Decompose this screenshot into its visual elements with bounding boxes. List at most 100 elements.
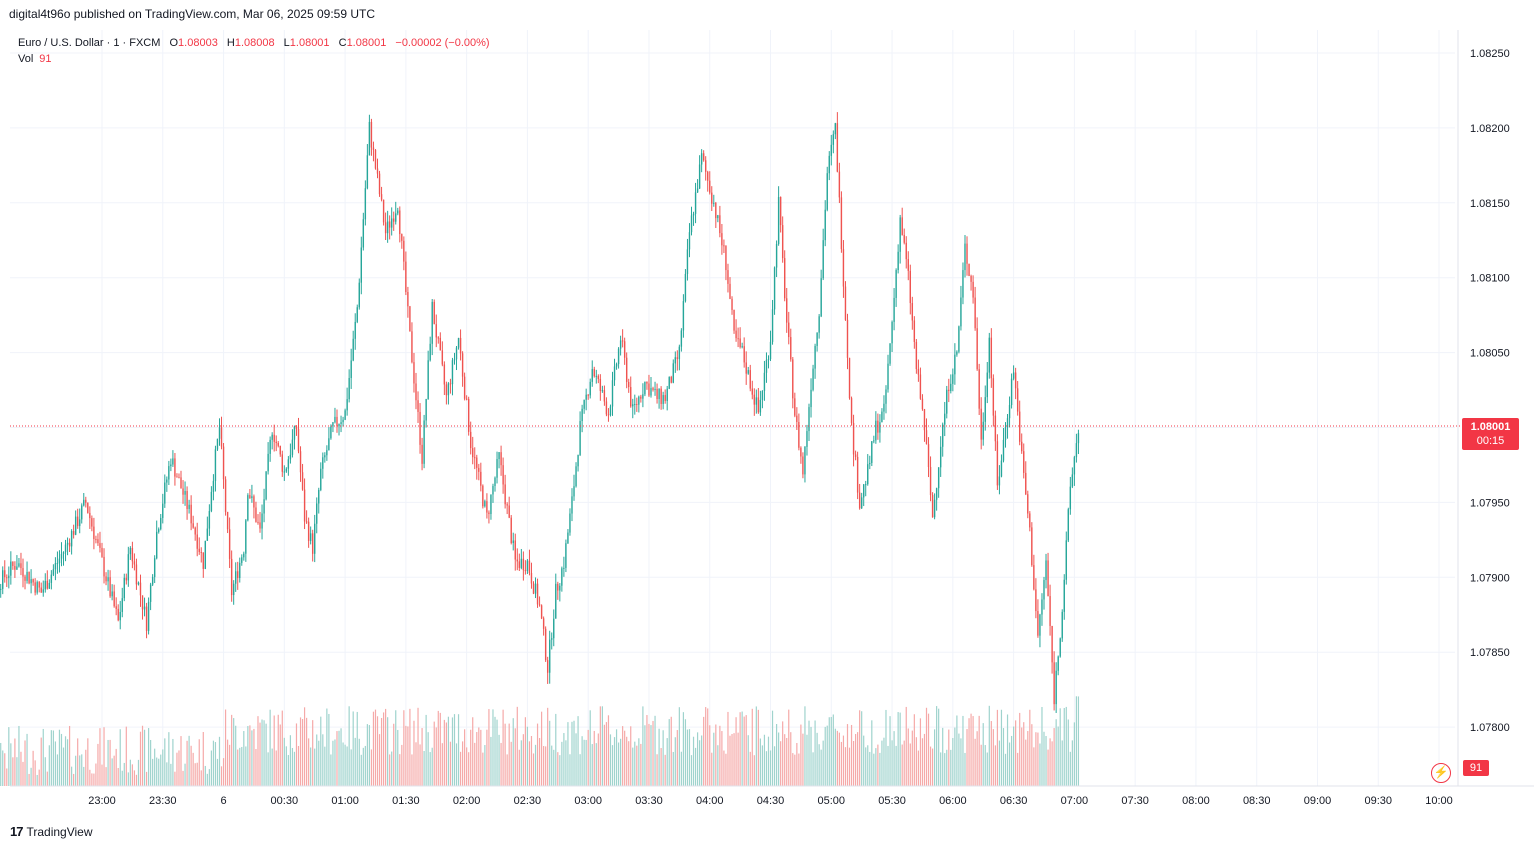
candle-body — [407, 292, 409, 307]
candle-body — [295, 426, 298, 429]
candle-body — [990, 337, 993, 379]
volume-bar — [786, 737, 788, 786]
volume-bar — [356, 711, 358, 786]
candle-body — [196, 534, 198, 549]
candle-body — [168, 466, 170, 480]
candle-body — [1057, 656, 1059, 671]
candle-body — [180, 477, 182, 489]
candle-body — [751, 388, 753, 395]
x-tick-label: 02:30 — [514, 795, 542, 807]
volume-bar — [478, 727, 480, 786]
lightning-icon[interactable]: ⚡ — [1431, 763, 1451, 783]
candle-body — [589, 381, 591, 396]
volume-bar — [490, 736, 492, 786]
volume-bar — [139, 731, 142, 786]
footer-brand[interactable]: 17 TradingView — [10, 824, 93, 839]
candle-body — [1025, 472, 1027, 495]
candle-body — [76, 516, 79, 527]
candle-body — [1023, 451, 1025, 473]
volume-bar — [968, 718, 970, 786]
volume-bar — [1065, 706, 1067, 786]
x-tick-label: 08:00 — [1182, 795, 1210, 807]
volume-bar — [1006, 714, 1009, 786]
candle-body — [70, 531, 73, 547]
candle-body — [388, 221, 391, 228]
candle-body — [166, 479, 168, 483]
volume-bar — [224, 709, 227, 786]
volume-bar — [492, 709, 494, 786]
candle-body — [798, 422, 800, 448]
volume-bar — [929, 746, 932, 786]
candle-body — [737, 338, 739, 340]
legend-close-label: C — [338, 37, 347, 49]
volume-bar — [180, 736, 182, 786]
volume-bar — [854, 734, 857, 786]
candle-body — [413, 362, 415, 384]
candle-body — [725, 246, 727, 271]
legend-ohlc-row: Euro / U.S. Dollar · 1 · FXCM O1.08003 H… — [18, 35, 490, 51]
volume-bar — [289, 735, 291, 786]
candle-body — [824, 209, 826, 241]
x-tick-label: 00:30 — [271, 795, 299, 807]
candle-body — [472, 448, 474, 458]
volume-bar — [642, 706, 644, 786]
candle-body — [354, 321, 356, 339]
volume-bar — [739, 712, 741, 786]
candle-body — [403, 240, 405, 262]
candle-body — [372, 147, 375, 150]
candle-body — [514, 540, 516, 560]
candle-body — [763, 372, 766, 391]
candle-body — [561, 568, 563, 586]
candle-body — [1051, 625, 1053, 663]
candle-body — [723, 245, 725, 247]
volume-bar — [867, 745, 869, 786]
candle-body — [571, 496, 573, 514]
candle-body — [30, 579, 32, 584]
volume-bar — [364, 745, 366, 786]
volume-bar — [755, 706, 757, 786]
volume-bar — [235, 725, 237, 786]
volume-bar — [948, 729, 950, 786]
volume-bar — [441, 743, 443, 786]
volume-bar — [909, 743, 911, 786]
candle-body — [172, 458, 174, 465]
candle-body — [583, 399, 585, 409]
x-tick-label: 03:30 — [635, 795, 663, 807]
volume-bar — [617, 742, 620, 786]
candle-body — [160, 517, 162, 530]
candle-body — [891, 321, 893, 344]
candle-body — [652, 388, 654, 390]
volume-bar — [1077, 696, 1080, 786]
candle-body — [259, 522, 261, 529]
volume-bar — [648, 723, 650, 786]
candle-body — [792, 359, 794, 399]
volume-bar — [196, 762, 198, 786]
volume-bar — [599, 706, 601, 786]
candle-body — [877, 420, 879, 433]
volume-bar — [214, 742, 217, 786]
volume-bar — [259, 722, 261, 786]
volume-bar — [38, 769, 40, 786]
volume-bar — [992, 729, 994, 786]
volume-bar — [6, 768, 8, 786]
candle-body — [386, 221, 389, 234]
candle-body — [36, 582, 38, 593]
volume-bar — [1061, 740, 1063, 786]
volume-bar — [984, 745, 986, 786]
candle-body — [1010, 378, 1013, 406]
volume-bar — [46, 771, 48, 786]
candle-body — [220, 427, 223, 447]
volume-bar — [840, 741, 843, 786]
legend-vol-label[interactable]: Vol — [18, 53, 34, 65]
volume-bar — [87, 738, 89, 786]
candle-body — [459, 337, 462, 354]
volume-bar — [512, 718, 514, 786]
candle-body — [421, 444, 423, 464]
candle-body — [113, 591, 115, 607]
candle-body — [966, 243, 968, 264]
candle-body — [494, 477, 496, 487]
legend-symbol[interactable]: Euro / U.S. Dollar · 1 · FXCM — [18, 37, 161, 49]
volume-bar — [676, 730, 678, 786]
candle-body — [360, 247, 363, 283]
